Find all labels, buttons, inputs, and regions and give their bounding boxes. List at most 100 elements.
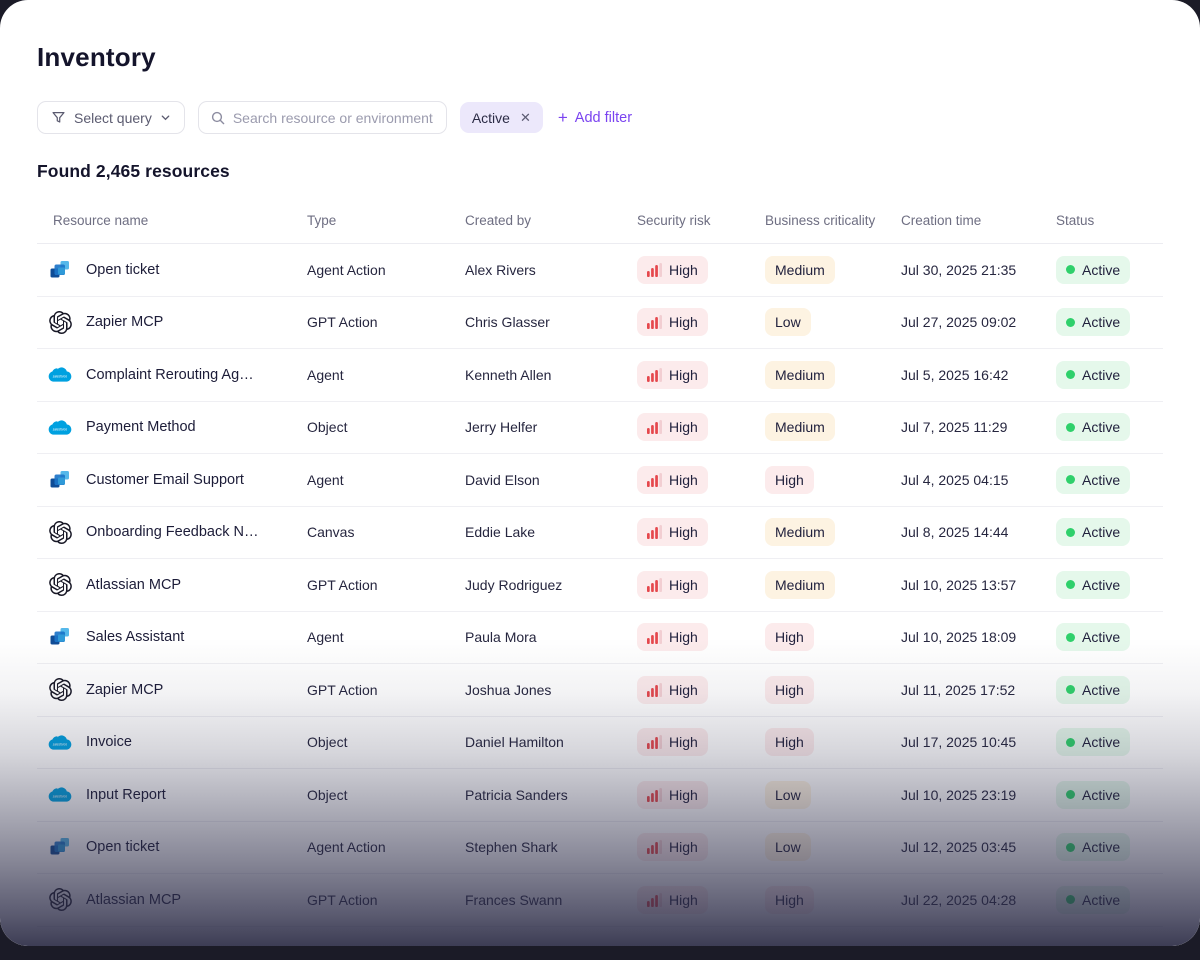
creation-time: Jul 7, 2025 11:29	[901, 419, 1008, 436]
security-risk-badge: High	[637, 728, 708, 757]
col-header-resource-name: Resource name	[53, 213, 149, 228]
status-badge: Active	[1056, 623, 1131, 652]
status-badge: Active	[1056, 308, 1131, 337]
resource-type: Agent	[307, 629, 344, 646]
criticality-label: Low	[775, 314, 801, 331]
resource-name-cell: Atlassian MCP	[37, 572, 307, 598]
risk-bars-icon	[647, 840, 662, 855]
security-risk-label: High	[669, 524, 698, 541]
created-by: Daniel Hamilton	[465, 734, 564, 751]
resource-name-cell: Zapier MCP	[37, 677, 307, 703]
resource-name-cell: Zapier MCP	[37, 309, 307, 335]
table-row[interactable]: Atlassian MCP GPT Action Frances Swann H…	[37, 874, 1163, 927]
resource-name-cell: Sales Assistant	[37, 624, 307, 650]
status-label: Active	[1082, 419, 1121, 436]
resource-name: Open ticket	[86, 261, 160, 278]
creation-time: Jul 22, 2025 04:28	[901, 891, 1017, 908]
resource-type: GPT Action	[307, 576, 378, 593]
criticality-badge: Medium	[765, 413, 835, 442]
table-row[interactable]: Onboarding Feedback N… Canvas Eddie Lake…	[37, 507, 1163, 559]
table-row[interactable]: Customer Email Support Agent David Elson…	[37, 454, 1163, 507]
criticality-cell: Medium	[765, 413, 901, 442]
status-label: Active	[1082, 314, 1121, 331]
criticality-cell: Medium	[765, 255, 901, 284]
table-row[interactable]: Open ticket Agent Action Alex Rivers Hig…	[37, 244, 1163, 297]
security-risk-badge: High	[637, 833, 708, 862]
table-row[interactable]: salesforce Payment Method Object Jerry H…	[37, 402, 1163, 454]
status-badge: Active	[1056, 518, 1131, 547]
security-risk-label: High	[669, 261, 698, 278]
copilot-agent-icon	[47, 624, 73, 650]
table-row[interactable]: Open ticket Agent Action Stephen Shark H…	[37, 822, 1163, 874]
creation-time: Jul 17, 2025 10:45	[901, 734, 1017, 751]
resource-type: Agent	[307, 471, 344, 488]
risk-bars-icon	[647, 577, 662, 592]
resource-name: Sales Assistant	[86, 629, 185, 646]
creation-time: Jul 10, 2025 23:19	[901, 786, 1017, 803]
resource-type: GPT Action	[307, 681, 378, 698]
table-row[interactable]: Zapier MCP GPT Action Joshua Jones High …	[37, 664, 1163, 717]
status-dot-icon	[1066, 475, 1075, 485]
criticality-label: Low	[775, 839, 801, 856]
resource-name-cell: Customer Email Support	[37, 467, 307, 493]
security-risk-badge: High	[637, 360, 708, 389]
table-row[interactable]: Sales Assistant Agent Paula Mora High Hi…	[37, 612, 1163, 664]
search-input[interactable]	[232, 109, 434, 126]
resource-name: Complaint Rerouting Ag…	[86, 366, 254, 383]
security-risk-badge: High	[637, 570, 708, 599]
security-risk-badge: High	[637, 885, 708, 914]
criticality-label: High	[775, 471, 804, 488]
copilot-agent-icon	[47, 834, 73, 860]
status-badge: Active	[1056, 885, 1131, 914]
security-risk-label: High	[669, 471, 698, 488]
creation-time: Jul 8, 2025 14:44	[901, 524, 1009, 541]
col-header-status: Status	[1056, 213, 1095, 228]
security-risk-label: High	[669, 891, 698, 908]
security-risk-label: High	[669, 786, 698, 803]
creation-time: Jul 10, 2025 18:09	[901, 629, 1017, 646]
status-label: Active	[1082, 576, 1121, 593]
status-cell: Active	[1056, 728, 1163, 757]
plus-icon: +	[557, 108, 568, 127]
created-by: Paula Mora	[465, 629, 537, 646]
criticality-label: Low	[775, 786, 801, 803]
criticality-badge: High	[765, 675, 814, 704]
table-header: Resource name Type Created by Security r…	[37, 213, 1163, 244]
status-dot-icon	[1066, 317, 1075, 327]
security-risk-badge: High	[637, 465, 708, 494]
security-risk-cell: High	[637, 780, 765, 809]
status-label: Active	[1082, 839, 1121, 856]
security-risk-label: High	[669, 366, 698, 383]
openai-icon	[47, 309, 73, 335]
table-row[interactable]: salesforce Invoice Object Daniel Hamilto…	[37, 717, 1163, 769]
criticality-label: Medium	[775, 524, 825, 541]
active-filter-chip[interactable]: Active ✕	[459, 102, 543, 133]
security-risk-badge: High	[637, 780, 708, 809]
table-row[interactable]: salesforce Input Report Object Patricia …	[37, 769, 1163, 822]
status-dot-icon	[1066, 580, 1075, 590]
openai-icon	[47, 887, 73, 913]
created-by: Stephen Shark	[465, 839, 558, 856]
status-badge: Active	[1056, 413, 1131, 442]
select-query-dropdown[interactable]: Select query	[37, 101, 185, 134]
criticality-label: High	[775, 891, 804, 908]
search-box[interactable]	[197, 101, 447, 134]
table-row[interactable]: salesforce Complaint Rerouting Ag… Agent…	[37, 349, 1163, 402]
security-risk-label: High	[669, 681, 698, 698]
security-risk-badge: High	[637, 675, 708, 704]
add-filter-button[interactable]: + Add filter	[558, 109, 632, 126]
resources-table: Resource name Type Created by Security r…	[37, 213, 1163, 927]
security-risk-cell: High	[637, 833, 765, 862]
table-row[interactable]: Atlassian MCP GPT Action Judy Rodriguez …	[37, 559, 1163, 612]
remove-filter-icon[interactable]: ✕	[519, 109, 531, 125]
criticality-cell: Medium	[765, 518, 901, 547]
security-risk-badge: High	[637, 255, 708, 284]
created-by: Alex Rivers	[465, 261, 536, 278]
status-dot-icon	[1066, 842, 1075, 852]
resource-name-cell: salesforce Invoice	[37, 729, 307, 755]
resource-name: Open ticket	[86, 839, 160, 856]
table-row[interactable]: Zapier MCP GPT Action Chris Glasser High…	[37, 297, 1163, 349]
security-risk-label: High	[669, 576, 698, 593]
security-risk-cell: High	[637, 413, 765, 442]
